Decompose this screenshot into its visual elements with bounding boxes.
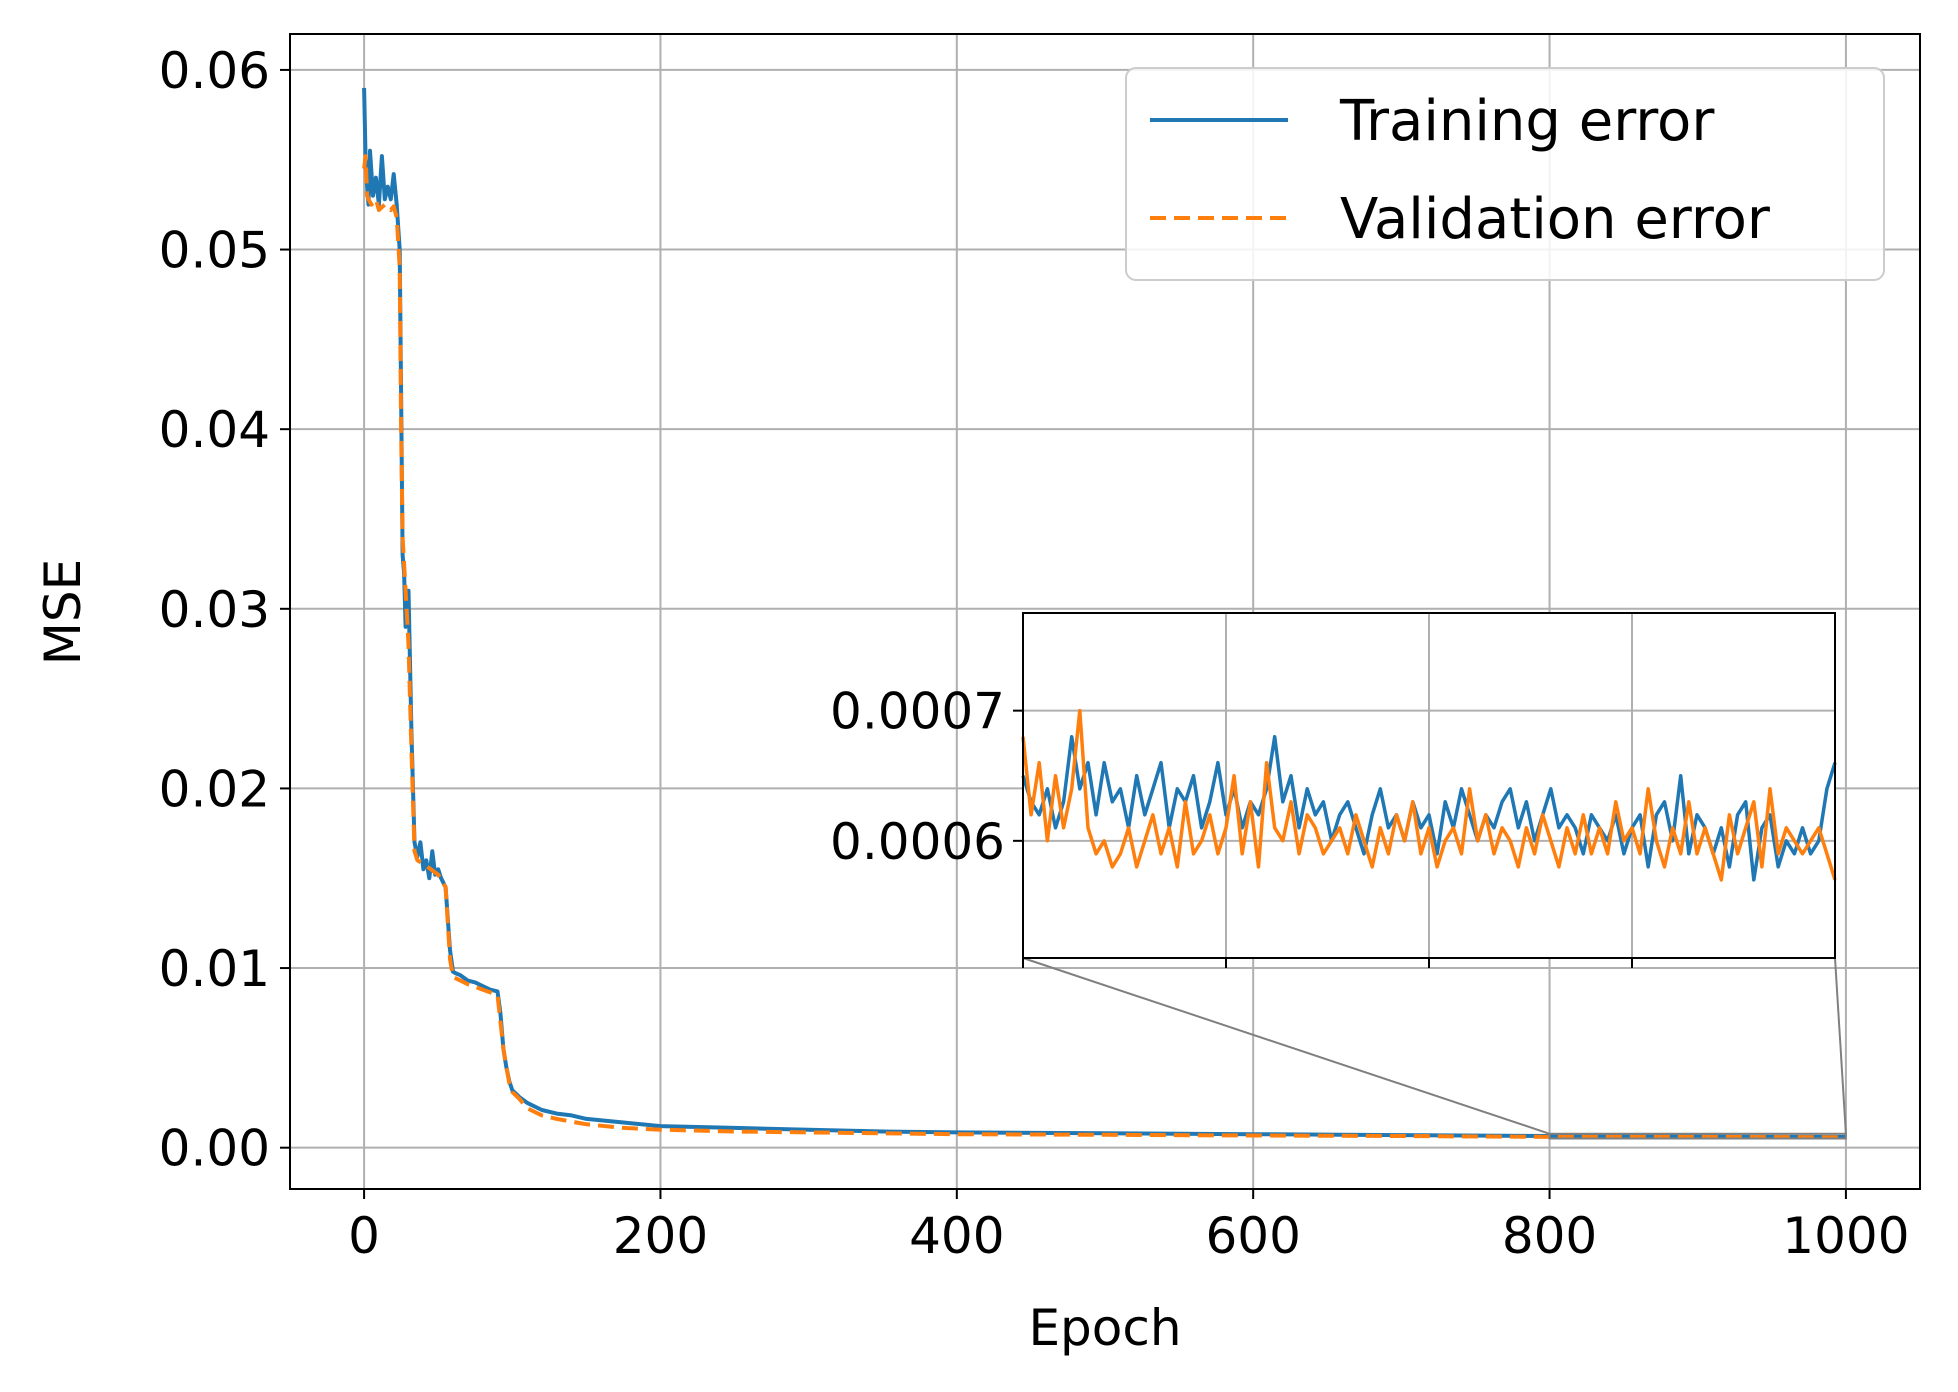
legend-box [1125,67,1885,281]
inset-grid [1023,613,1835,958]
inset-y-tick-label: 0.0006 [830,813,1005,871]
zoom-region-box [1548,1132,1847,1140]
zoom-connector-left [1022,957,1550,1135]
inset-y-tick-label: 0.0007 [830,683,1005,741]
x-tick-label: 400 [909,1207,1004,1265]
x-tick-label: 600 [1205,1207,1300,1265]
y-axis-title: MSE [34,559,92,665]
inset-zoom-plot: 0.0006 0.0007 [830,612,1837,968]
zoom-connector-right [1834,957,1847,1134]
legend: Training error Validation error [1125,67,1885,281]
y-tick-label: 0.03 [159,581,270,639]
x-tick-label: 0 [348,1207,380,1265]
y-tick-label: 0.05 [159,222,270,280]
plot-frame [289,33,1921,1190]
x-tick-label: 800 [1502,1207,1597,1265]
x-axis-ticks: 0 200 400 600 800 1000 [348,1189,1910,1265]
main-series-lines [362,87,1846,1140]
y-tick-label: 0.00 [159,1120,270,1178]
y-axis-ticks: 0.00 0.01 0.02 0.03 0.04 0.05 0.06 [159,42,290,1178]
inset-validation-error-line [1021,708,1837,882]
legend-training-label: Training error [1339,89,1715,154]
y-tick-label: 0.02 [159,760,270,818]
inset-training-error-line [1021,734,1837,882]
x-tick-label: 200 [613,1207,708,1265]
inset-series-lines [1021,708,1837,882]
y-tick-label: 0.06 [159,42,270,100]
x-axis-title: Epoch [1028,1299,1181,1357]
y-tick-label: 0.04 [159,401,270,459]
main-grid [290,34,1920,1189]
validation-error-line [362,154,1846,1140]
x-tick-label: 1000 [1782,1207,1909,1265]
zoom-indicator [1022,957,1847,1140]
y-tick-label: 0.01 [159,940,270,998]
inset-ticks: 0.0006 0.0007 [830,683,1633,968]
legend-validation-label: Validation error [1340,187,1771,252]
